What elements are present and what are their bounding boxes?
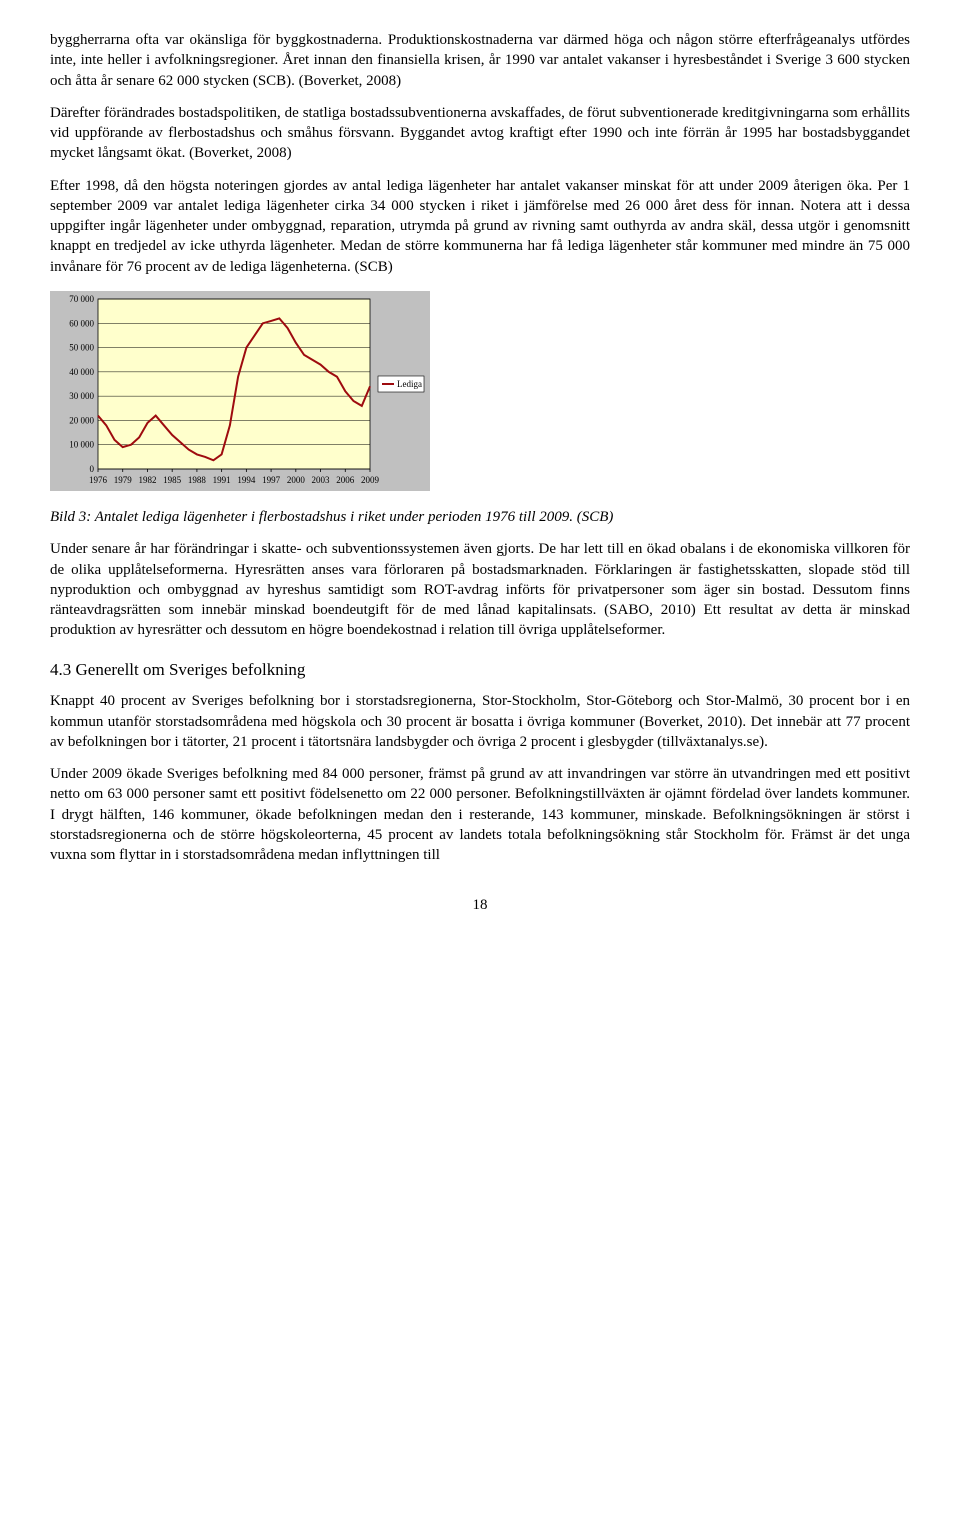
svg-text:1988: 1988 bbox=[188, 475, 207, 485]
svg-text:1997: 1997 bbox=[262, 475, 281, 485]
chart-container: 0 10 000 20 000 30 000 40 000 50 000 60 000 70 … bbox=[50, 291, 910, 497]
svg-text:1985: 1985 bbox=[163, 475, 182, 485]
svg-text:0: 0 bbox=[90, 464, 95, 474]
svg-text:70 000: 70 000 bbox=[69, 294, 94, 304]
body-paragraph: Under senare år har förändringar i skatt… bbox=[50, 539, 910, 640]
svg-text:1994: 1994 bbox=[237, 475, 256, 485]
svg-text:Lediga: Lediga bbox=[397, 379, 422, 389]
body-paragraph: Efter 1998, då den högsta noteringen gjo… bbox=[50, 176, 910, 277]
section-heading: 4.3 Generellt om Sveriges befolkning bbox=[50, 659, 910, 682]
body-paragraph: Därefter förändrades bostadspolitiken, d… bbox=[50, 103, 910, 164]
svg-text:40 000: 40 000 bbox=[69, 367, 94, 377]
svg-text:2000: 2000 bbox=[287, 475, 306, 485]
svg-text:50 000: 50 000 bbox=[69, 342, 94, 352]
body-paragraph: Under 2009 ökade Sveriges befolkning med… bbox=[50, 764, 910, 865]
svg-text:20 000: 20 000 bbox=[69, 415, 94, 425]
svg-text:1979: 1979 bbox=[114, 475, 132, 485]
body-paragraph: Knappt 40 procent av Sveriges befolkning… bbox=[50, 691, 910, 752]
svg-text:1982: 1982 bbox=[138, 475, 156, 485]
svg-text:2006: 2006 bbox=[336, 475, 355, 485]
svg-text:10 000: 10 000 bbox=[69, 439, 94, 449]
svg-text:1991: 1991 bbox=[213, 475, 231, 485]
svg-text:60 000: 60 000 bbox=[69, 318, 94, 328]
svg-text:2009: 2009 bbox=[361, 475, 380, 485]
figure-caption: Bild 3: Antalet lediga lägenheter i fler… bbox=[50, 507, 910, 527]
line-chart: 0 10 000 20 000 30 000 40 000 50 000 60 000 70 … bbox=[50, 291, 430, 491]
page-number: 18 bbox=[50, 895, 910, 915]
body-paragraph: byggherrarna ofta var okänsliga för bygg… bbox=[50, 30, 910, 91]
svg-text:1976: 1976 bbox=[89, 475, 108, 485]
svg-text:2003: 2003 bbox=[312, 475, 331, 485]
svg-text:30 000: 30 000 bbox=[69, 391, 94, 401]
